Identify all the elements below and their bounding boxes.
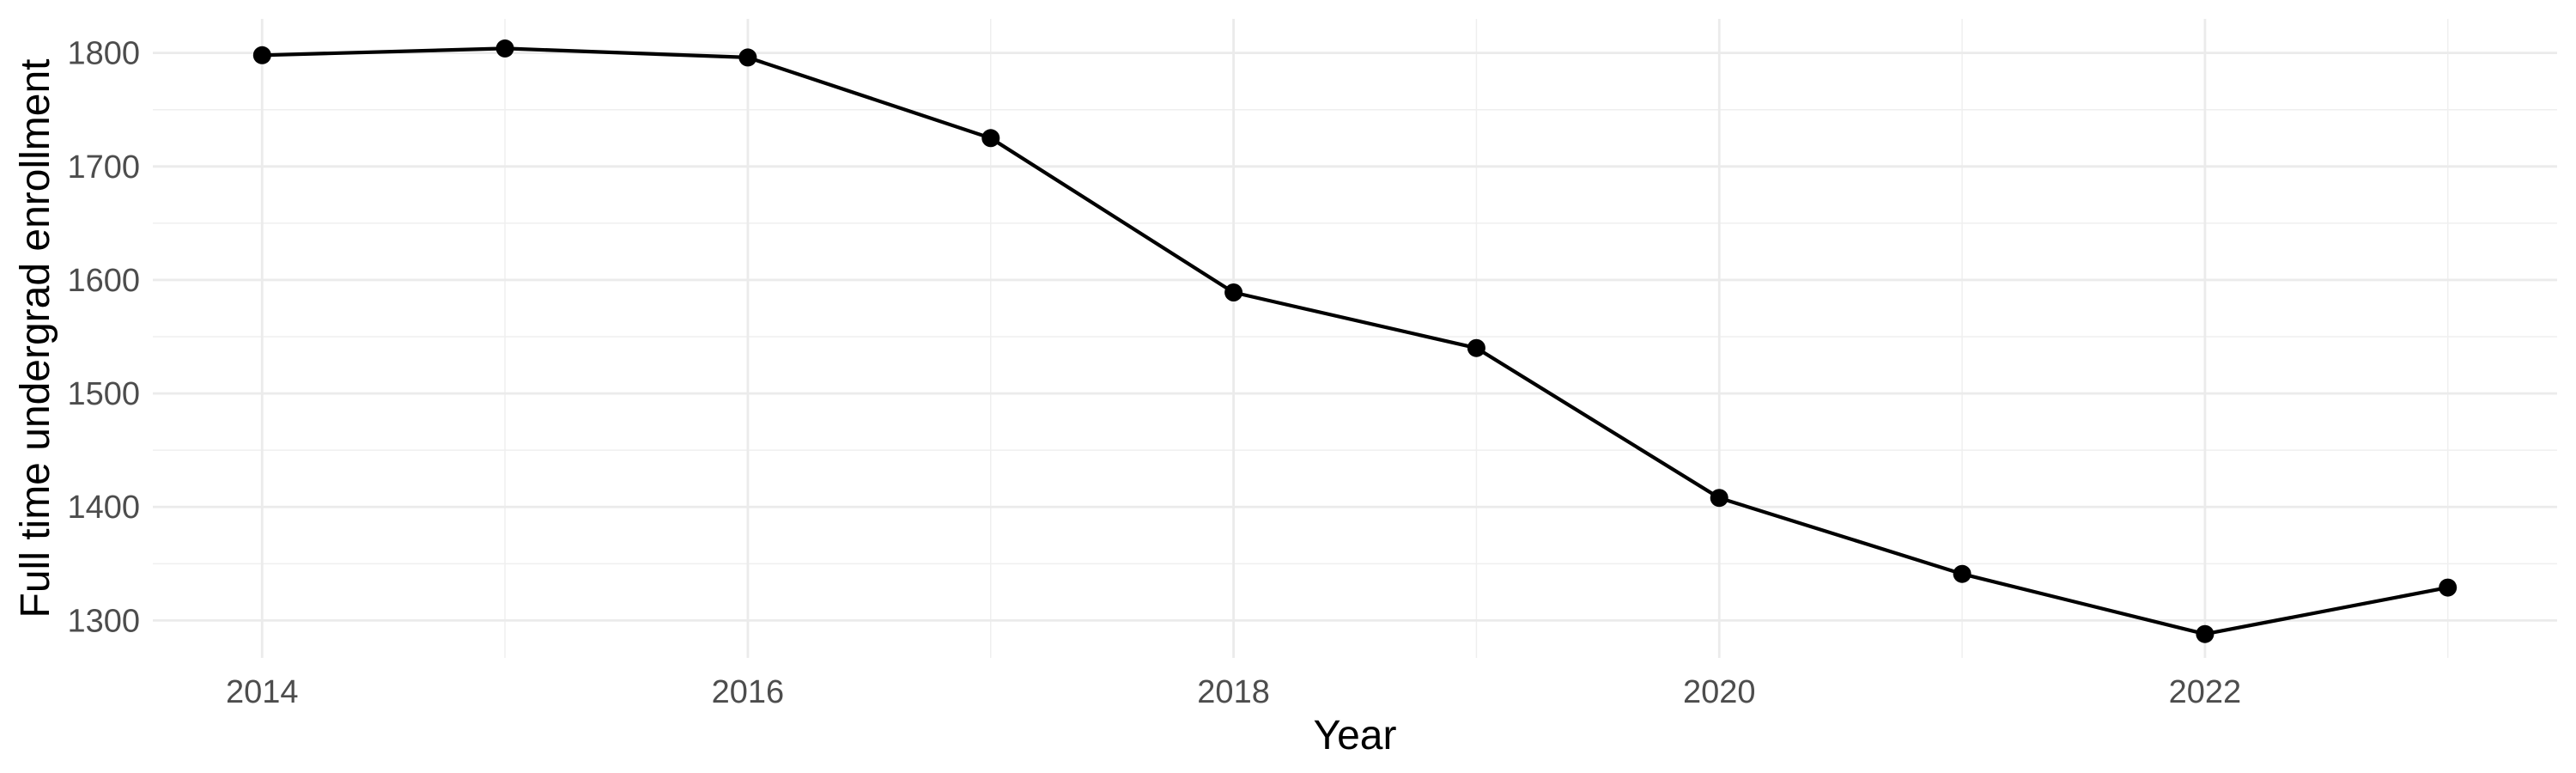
x-tick-label-2016: 2016 [712,674,785,710]
x-tick-label-2020: 2020 [1683,674,1756,710]
y-tick-label-1700: 1700 [67,149,140,186]
axis-tick-labels: 1300 1400 1500 1600 1700 1800 2014 2016 2018 2020… [67,36,2241,710]
data-point-2019 [1467,338,1485,357]
y-tick-label-1600: 1600 [67,263,140,299]
y-axis-title: Full time undergrad enrollment [13,59,58,618]
y-tick-label-1500: 1500 [67,376,140,412]
data-series [252,39,2458,643]
data-point-2023 [2439,578,2458,597]
data-point-2020 [1710,489,1728,508]
data-point-2021 [1953,564,1971,583]
data-point-2016 [738,48,757,67]
x-tick-label-2014: 2014 [226,674,299,710]
data-point-2017 [981,129,1000,148]
y-tick-label-1300: 1300 [67,603,140,639]
trend-line [262,46,2449,636]
y-tick-label-1400: 1400 [67,490,140,526]
x-axis-title: Year [1314,713,1397,758]
x-tick-label-2022: 2022 [2169,674,2242,710]
x-tick-label-2018: 2018 [1197,674,1270,710]
data-point-2022 [2196,624,2215,643]
y-tick-label-1800: 1800 [67,36,140,72]
data-point-2014 [252,46,271,64]
gridlines [153,19,2557,658]
data-point-2018 [1224,283,1243,301]
data-point-2015 [495,39,514,58]
